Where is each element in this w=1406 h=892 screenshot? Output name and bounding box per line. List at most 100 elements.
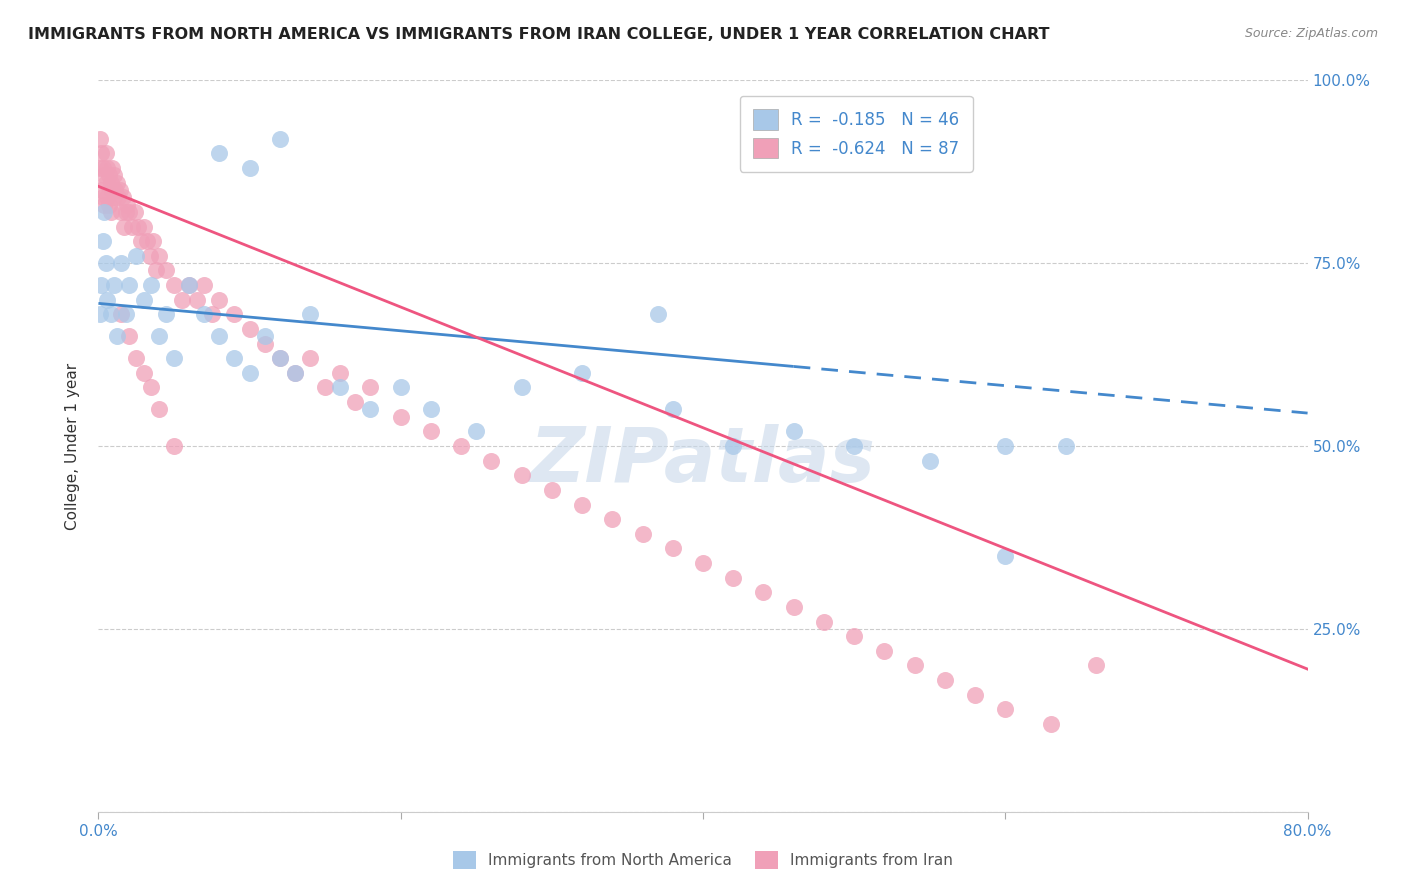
Point [420, 425, 443, 439]
Point [661, 541, 683, 556]
Point [104, 183, 127, 197]
Point [100, 205, 122, 219]
Point [135, 234, 157, 248]
Point [179, 278, 201, 293]
Point [94, 146, 117, 161]
Point [91, 161, 114, 175]
Point [98, 169, 121, 183]
Point [299, 351, 322, 366]
Point [114, 205, 136, 219]
Point [163, 439, 186, 453]
Point [111, 190, 134, 204]
Point [239, 322, 262, 336]
Text: IMMIGRANTS FROM NORTH AMERICA VS IMMIGRANTS FROM IRAN COLLEGE, UNDER 1 YEAR CORR: IMMIGRANTS FROM NORTH AMERICA VS IMMIGRA… [28, 27, 1050, 42]
Point [661, 402, 683, 417]
Point [224, 307, 246, 321]
Point [994, 549, 1017, 563]
Point [90, 146, 112, 161]
Point [844, 629, 866, 643]
Point [155, 307, 177, 321]
Point [360, 402, 382, 417]
Point [103, 278, 125, 293]
Point [96, 161, 118, 175]
Point [965, 688, 987, 702]
Point [269, 351, 291, 366]
Point [115, 197, 138, 211]
Point [813, 615, 835, 629]
Point [125, 249, 148, 263]
Point [114, 307, 136, 321]
Point [994, 439, 1017, 453]
Point [783, 599, 806, 614]
Text: ZIPatlas: ZIPatlas [530, 424, 876, 498]
Legend: R =  -0.185   N = 46, R =  -0.624   N = 87: R = -0.185 N = 46, R = -0.624 N = 87 [740, 96, 973, 171]
Point [299, 307, 322, 321]
Point [783, 425, 806, 439]
Point [389, 380, 412, 394]
Point [155, 263, 177, 277]
Point [208, 329, 231, 343]
Point [208, 146, 231, 161]
Point [269, 132, 291, 146]
Point [284, 366, 307, 380]
Point [284, 366, 307, 380]
Point [103, 190, 125, 204]
Text: Source: ZipAtlas.com: Source: ZipAtlas.com [1244, 27, 1378, 40]
Point [631, 526, 654, 541]
Point [723, 571, 745, 585]
Point [89, 307, 111, 321]
Point [647, 307, 669, 321]
Point [110, 205, 132, 219]
Point [193, 278, 215, 293]
Point [141, 278, 163, 293]
Point [510, 380, 533, 394]
Point [918, 453, 941, 467]
Point [125, 351, 148, 366]
Point [139, 249, 162, 263]
Point [93, 169, 115, 183]
Point [96, 293, 118, 307]
Point [90, 278, 112, 293]
Point [844, 439, 866, 453]
Point [465, 425, 488, 439]
Point [571, 498, 593, 512]
Point [571, 366, 593, 380]
Point [1085, 658, 1108, 673]
Point [253, 329, 276, 343]
Point [450, 439, 472, 453]
Point [994, 702, 1017, 716]
Point [98, 197, 121, 211]
Point [540, 483, 562, 497]
Point [100, 307, 122, 321]
Point [110, 307, 132, 321]
Point [124, 205, 146, 219]
Point [107, 190, 129, 204]
Point [148, 249, 170, 263]
Point [1039, 717, 1062, 731]
Point [145, 263, 167, 277]
Point [90, 183, 112, 197]
Point [103, 169, 125, 183]
Point [163, 351, 186, 366]
Point [142, 234, 165, 248]
Legend: Immigrants from North America, Immigrants from Iran: Immigrants from North America, Immigrant… [447, 845, 959, 875]
Y-axis label: College, Under 1 year: College, Under 1 year [65, 362, 80, 530]
Point [148, 402, 170, 417]
Point [118, 278, 141, 293]
Point [89, 132, 111, 146]
Point [93, 197, 115, 211]
Point [752, 585, 775, 599]
Point [118, 205, 141, 219]
Point [91, 234, 114, 248]
Point [121, 219, 143, 234]
Point [193, 307, 215, 321]
Point [692, 556, 714, 570]
Point [148, 329, 170, 343]
Point [208, 293, 231, 307]
Point [105, 329, 128, 343]
Point [510, 468, 533, 483]
Point [101, 161, 124, 175]
Point [141, 380, 163, 394]
Point [360, 380, 382, 394]
Point [481, 453, 503, 467]
